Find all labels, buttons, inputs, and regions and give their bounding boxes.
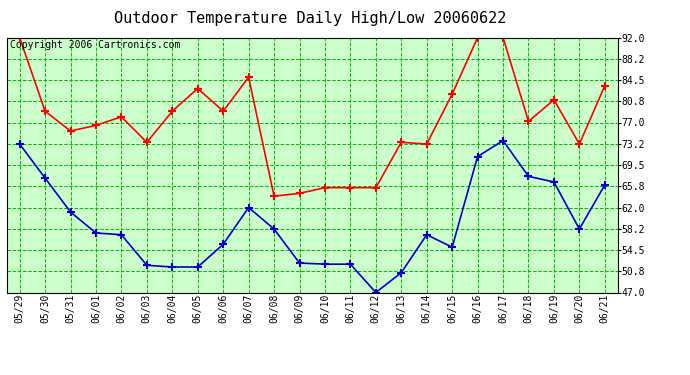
Text: Copyright 2006 Cartronics.com: Copyright 2006 Cartronics.com bbox=[10, 40, 180, 50]
Text: Outdoor Temperature Daily High/Low 20060622: Outdoor Temperature Daily High/Low 20060… bbox=[115, 11, 506, 26]
